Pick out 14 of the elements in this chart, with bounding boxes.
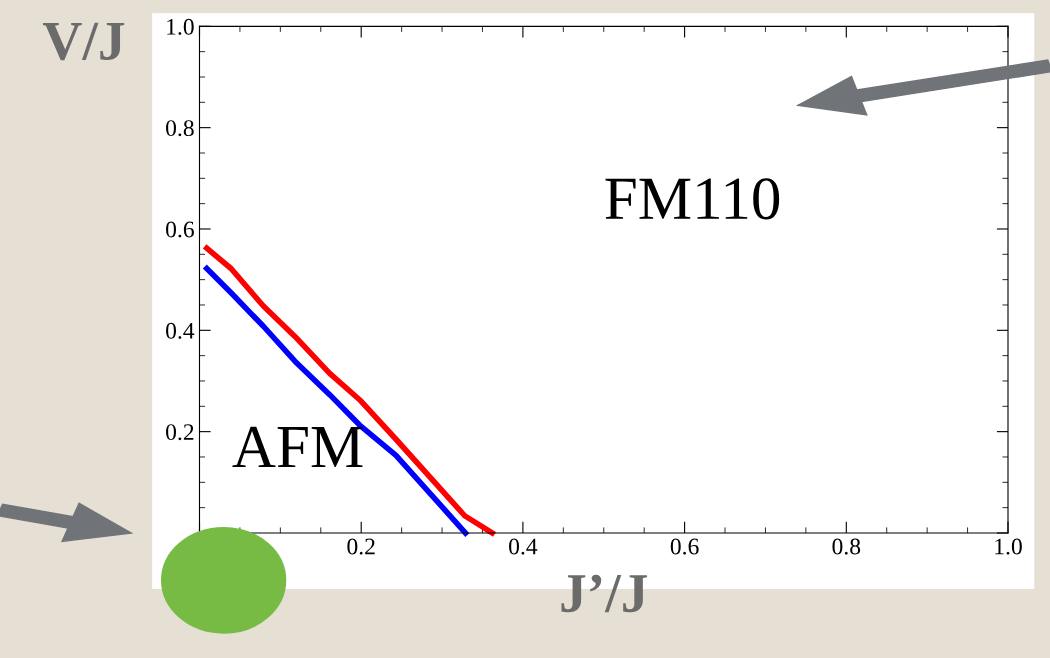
x-tick-label: 0.8 [832,538,861,555]
y-tick-label: 0.8 [166,120,194,137]
x-tick-label: 1.0 [995,538,1022,555]
x-axis-title: J’/J [561,574,647,613]
x-tick-label: 0.6 [670,538,699,555]
y-tick-label: 0.6 [166,221,194,238]
y-axis-title: V/J [42,22,125,61]
y-tick-label: 0.4 [166,322,195,339]
annotation: AFM [232,426,363,468]
x-tick-label: 0.4 [509,538,538,555]
annotation: FM110 [605,178,780,220]
x-tick-label: 0.2 [347,538,375,555]
y-tick-label: 1.0 [167,18,194,35]
y-tick-label: 0.2 [166,424,194,441]
